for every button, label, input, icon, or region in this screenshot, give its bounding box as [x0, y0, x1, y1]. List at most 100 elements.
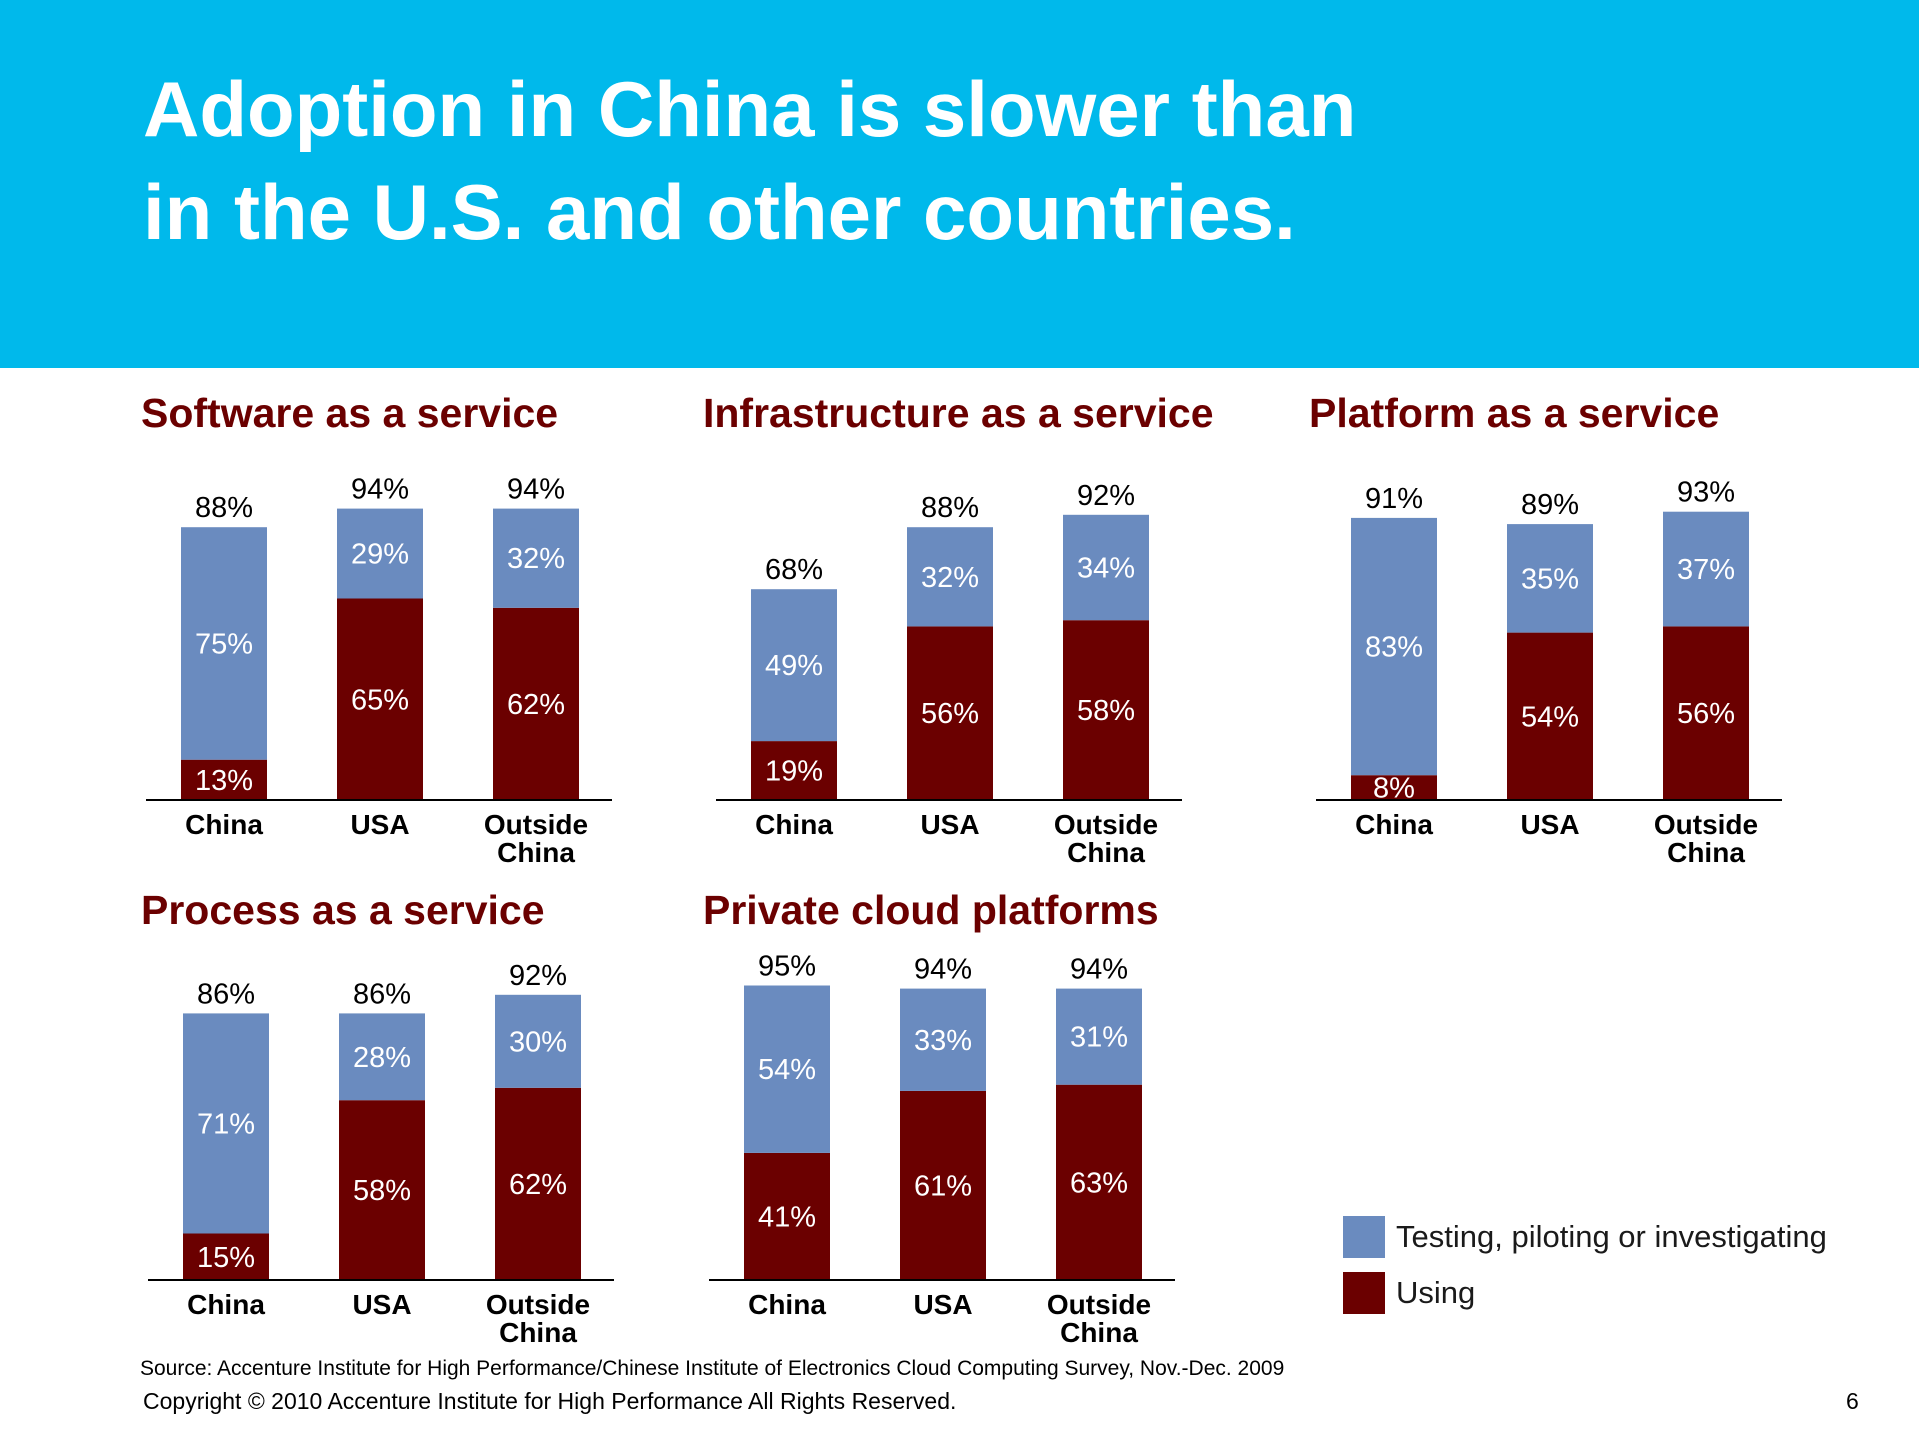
label-total-china: 91%: [1365, 483, 1423, 515]
label-using-outside-china: 58%: [1077, 695, 1135, 727]
bar-using-usa: [337, 598, 423, 800]
bar-using-outside-china: [495, 1087, 581, 1280]
label-total-outside-china: 94%: [1070, 954, 1128, 986]
bar-testing-china: [181, 527, 267, 760]
category-label-outside-china-line1: Outside: [1054, 809, 1158, 840]
label-testing-china: 75%: [195, 628, 253, 660]
bar-using-outside-china: [1063, 620, 1149, 800]
bar-testing-china: [744, 985, 830, 1153]
bar-using-china: [1351, 775, 1437, 800]
header-band: Adoption in China is slower than in the …: [0, 0, 1919, 368]
label-using-usa: 58%: [353, 1175, 411, 1207]
label-testing-usa: 32%: [921, 562, 979, 594]
category-label-usa: USA: [913, 1289, 972, 1320]
label-total-outside-china: 92%: [509, 960, 567, 992]
chart-title-iaas: Infrastructure as a service: [703, 390, 1214, 436]
label-total-outside-china: 94%: [507, 474, 565, 506]
label-testing-outside-china: 30%: [509, 1026, 567, 1058]
label-testing-china: 71%: [197, 1108, 255, 1140]
label-testing-china: 49%: [765, 650, 823, 682]
label-total-china: 95%: [758, 951, 816, 983]
bar-using-china: [751, 741, 837, 800]
label-total-usa: 88%: [921, 492, 979, 524]
label-total-china: 68%: [765, 554, 823, 586]
bar-testing-china: [183, 1013, 269, 1234]
category-label-usa: USA: [920, 809, 979, 840]
bar-testing-outside-china: [1056, 988, 1142, 1085]
bar-using-china: [744, 1152, 830, 1280]
copyright: Copyright © 2010 Accenture Institute for…: [143, 1388, 957, 1414]
label-using-china: 13%: [195, 765, 253, 797]
label-using-usa: 54%: [1521, 701, 1579, 733]
category-label-outside-china-line1: Outside: [486, 1289, 590, 1320]
label-total-usa: 94%: [351, 474, 409, 506]
category-label-outside-china-line1: Outside: [1047, 1289, 1151, 1320]
chart-private-cloud: 41% 54% 95% China 61% 33% 94% USA 63% 31% 94% Outsi…: [709, 951, 1175, 1348]
bar-testing-usa: [339, 1013, 425, 1101]
category-label-usa: USA: [350, 809, 409, 840]
label-using-outside-china: 63%: [1070, 1167, 1128, 1199]
label-using-china: 15%: [197, 1242, 255, 1274]
bar-using-outside-china: [1663, 626, 1749, 800]
bar-using-usa: [339, 1100, 425, 1280]
bar-testing-outside-china: [1063, 514, 1149, 621]
category-label-usa: USA: [352, 1289, 411, 1320]
page-title: Adoption in China is slower than in the …: [143, 65, 1357, 256]
chart-title-paas: Platform as a service: [1309, 390, 1720, 436]
category-label-outside-china-line2: China: [497, 837, 575, 868]
label-using-usa: 61%: [914, 1170, 972, 1202]
category-label-usa: USA: [1520, 809, 1579, 840]
chart-process: 15% 71% 86% China 58% 28% 86% USA 62% 30% 92% Outsi…: [148, 960, 614, 1348]
label-testing-outside-china: 31%: [1070, 1022, 1128, 1054]
legend-swatch-using: [1343, 1272, 1385, 1314]
bar-testing-outside-china: [1663, 511, 1749, 627]
category-label-outside-china-line2: China: [1067, 837, 1145, 868]
bar-testing-usa: [1507, 524, 1593, 633]
bar-using-usa: [1507, 632, 1593, 800]
bar-testing-china: [1351, 517, 1437, 776]
legend-label-using: Using: [1396, 1275, 1476, 1310]
label-total-outside-china: 93%: [1677, 477, 1735, 509]
chart-saas: 13% 75% 88% China 65% 29% 94% USA 62% 32% 94% Outsi…: [146, 474, 612, 868]
category-label-outside-china-line2: China: [1667, 837, 1745, 868]
bar-testing-outside-china: [493, 508, 579, 608]
label-testing-usa: 35%: [1521, 563, 1579, 595]
bar-using-china: [183, 1233, 269, 1280]
category-label-outside-china-line2: China: [1060, 1317, 1138, 1348]
category-label-outside-china-line2: China: [499, 1317, 577, 1348]
label-total-china: 88%: [195, 492, 253, 524]
bar-using-outside-china: [493, 607, 579, 800]
chart-iaas: 19% 49% 68% China 56% 32% 88% USA 58% 34% 92% Outsi…: [716, 480, 1182, 868]
label-testing-outside-china: 37%: [1677, 554, 1735, 586]
chart-paas: 8%83%91%China54%35%89%USA56%37%93%Outsid…: [1316, 477, 1782, 868]
legend-item-using: Using: [1343, 1272, 1843, 1314]
bar-using-china: [181, 759, 267, 800]
category-label-china: China: [748, 1289, 826, 1320]
category-label-china: China: [755, 809, 833, 840]
bar-using-outside-china: [1056, 1084, 1142, 1280]
label-testing-usa: 28%: [353, 1042, 411, 1074]
legend-swatch-testing: [1343, 1216, 1385, 1258]
bar-using-usa: [907, 626, 993, 800]
label-using-usa: 65%: [351, 684, 409, 716]
label-using-outside-china: 62%: [507, 689, 565, 721]
bar-testing-outside-china: [495, 994, 581, 1088]
bar-testing-usa: [907, 527, 993, 627]
category-label-outside-china-line1: Outside: [484, 809, 588, 840]
label-total-usa: 94%: [914, 954, 972, 986]
label-testing-china: 83%: [1365, 632, 1423, 664]
category-label-china: China: [1355, 809, 1433, 840]
bar-testing-usa: [900, 988, 986, 1091]
label-using-china: 41%: [758, 1201, 816, 1233]
label-testing-usa: 33%: [914, 1025, 972, 1057]
chart-title-process: Process as a service: [141, 887, 545, 933]
bar-testing-usa: [337, 508, 423, 599]
chart-title-saas: Software as a service: [141, 390, 559, 436]
page-number: 6: [1846, 1388, 1859, 1414]
chart-title-private-cloud: Private cloud platforms: [703, 887, 1159, 933]
label-testing-outside-china: 34%: [1077, 553, 1135, 585]
legend-item-testing: Testing, piloting or investigating: [1343, 1216, 1843, 1258]
label-testing-outside-china: 32%: [507, 543, 565, 575]
label-using-outside-china: 62%: [509, 1169, 567, 1201]
bar-using-usa: [900, 1090, 986, 1280]
